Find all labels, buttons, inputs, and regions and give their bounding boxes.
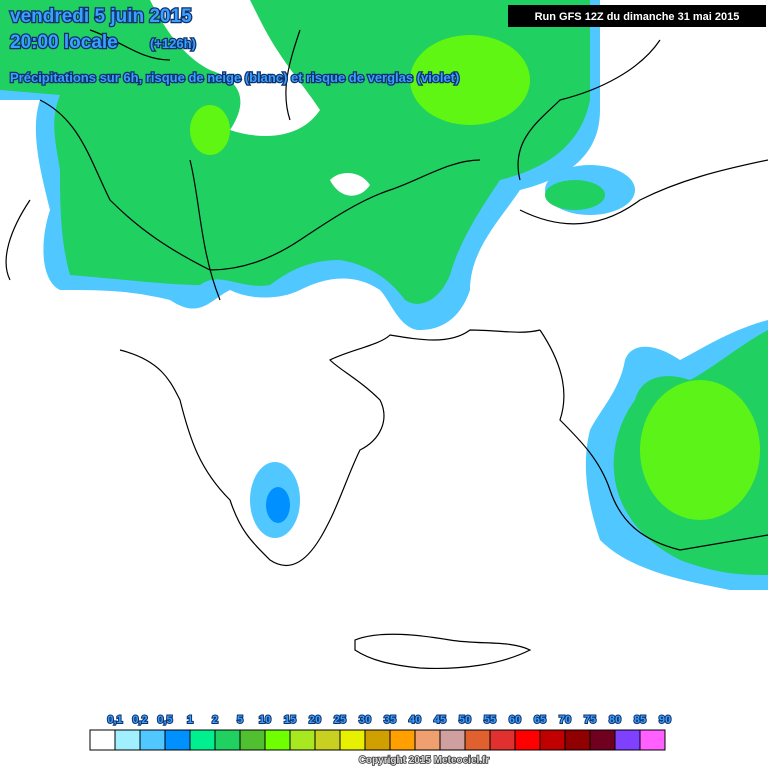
legend-swatch: [589, 729, 616, 751]
legend-swatch: [264, 729, 291, 751]
time-title: 20:00 locale: [10, 32, 118, 53]
legend-label: 0,1: [107, 714, 122, 726]
legend-swatch: [189, 729, 216, 751]
legend-swatch: [414, 729, 441, 751]
lead-time: (+126h): [150, 36, 196, 51]
coastlines: [5, 29, 768, 669]
legend-swatch: [639, 729, 666, 751]
legend-swatch: [614, 729, 641, 751]
run-label: Run GFS 12Z du dimanche 31 mai 2015: [535, 11, 740, 23]
legend-label: 5: [237, 714, 243, 726]
legend-swatch: [164, 729, 191, 751]
legend-swatch: [314, 729, 341, 751]
legend-label: 60: [509, 714, 521, 726]
legend-swatch: [439, 729, 466, 751]
copyright: Copyright 2015 Meteociel.fr: [359, 755, 490, 766]
legend-label: 25: [334, 714, 346, 726]
subtitle: Précipitations sur 6h, risque de neige (…: [10, 70, 459, 85]
legend-swatch: [339, 729, 366, 751]
legend-swatch: [89, 729, 116, 751]
legend-swatch: [289, 729, 316, 751]
legend-label: 0,2: [132, 714, 147, 726]
legend-swatch: [464, 729, 491, 751]
legend-swatch: [214, 729, 241, 751]
legend-label: 35: [384, 714, 396, 726]
precipitation: [0, 0, 768, 590]
run-box: [508, 5, 766, 27]
legend-swatch: [564, 729, 591, 751]
legend-label: 85: [634, 714, 646, 726]
legend-swatch: [514, 729, 541, 751]
legend-label: 65: [534, 714, 546, 726]
legend-label: 30: [359, 714, 371, 726]
legend-label: 20: [309, 714, 321, 726]
legend-swatch: [364, 729, 391, 751]
legend-label: 55: [484, 714, 496, 726]
legend: 0,1 0,2 0,5 1 2 5 10 15 20 25 30 35 40 45 50 55 60 65 70 75…: [89, 713, 672, 751]
legend-label: 90: [659, 714, 671, 726]
legend-swatch: [239, 729, 266, 751]
legend-label: 10: [259, 714, 271, 726]
legend-swatch: [139, 729, 166, 751]
legend-label: 40: [409, 714, 421, 726]
legend-label: 70: [559, 714, 571, 726]
legend-label: 80: [609, 714, 621, 726]
legend-label: 1: [187, 714, 193, 726]
legend-swatch: [389, 729, 416, 751]
legend-label: 75: [584, 714, 596, 726]
date-title: vendredi 5 juin 2015: [10, 6, 192, 27]
legend-swatch: [114, 729, 141, 751]
legend-label: 45: [434, 714, 446, 726]
legend-label: 50: [459, 714, 471, 726]
legend-swatch: [539, 729, 566, 751]
legend-swatch: [489, 729, 516, 751]
legend-label: 2: [212, 714, 218, 726]
legend-label: 0,5: [157, 714, 172, 726]
legend-label: 15: [284, 714, 296, 726]
